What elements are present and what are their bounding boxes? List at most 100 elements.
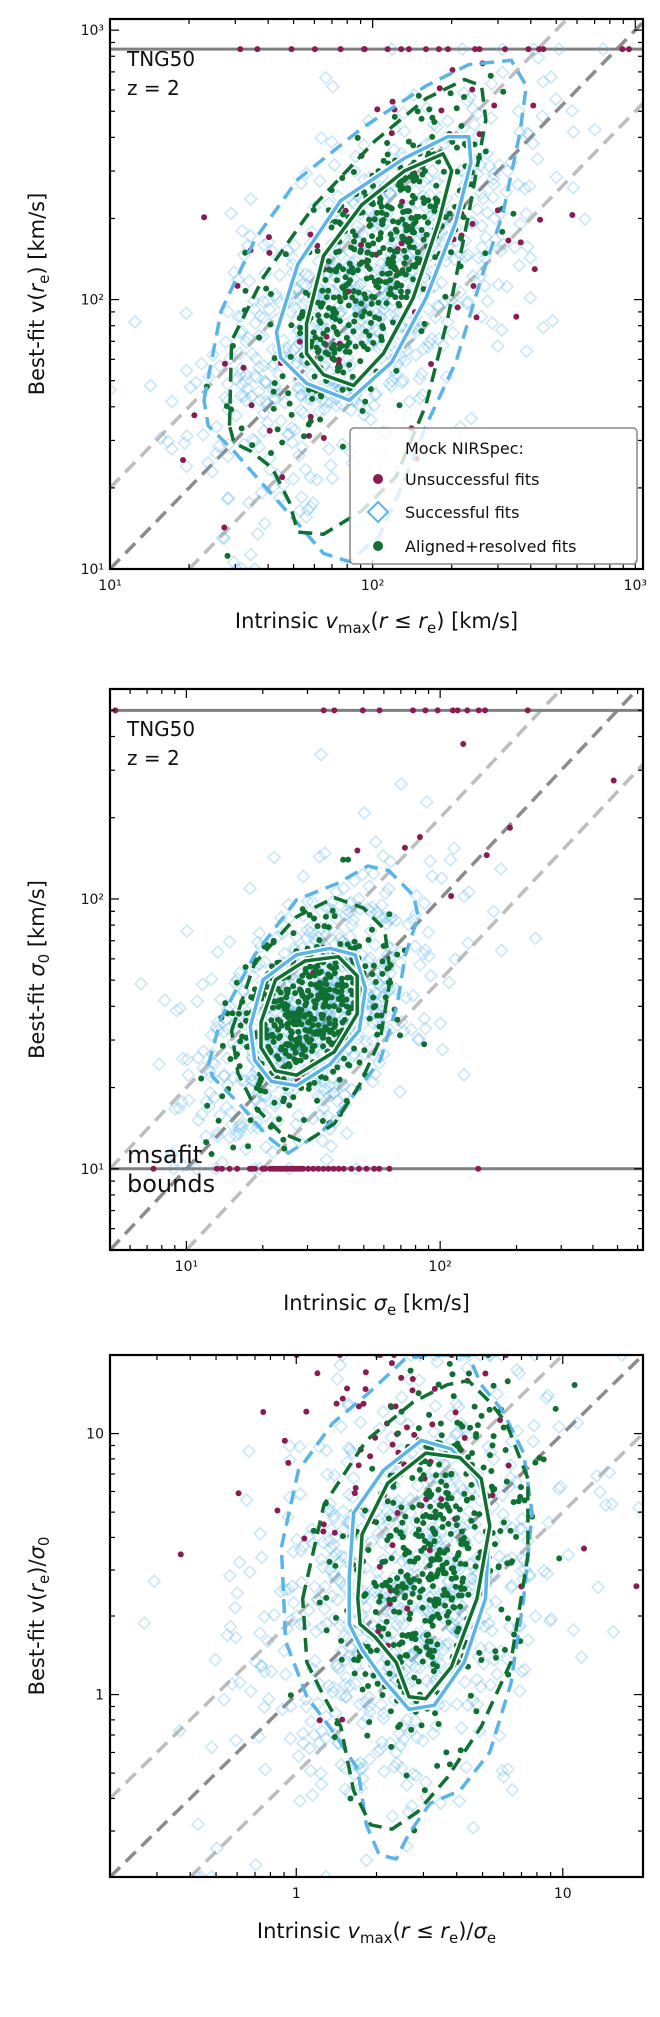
successful-fit-point	[242, 1564, 258, 1580]
successful-fit-point	[444, 1620, 460, 1635]
successful-fit-point	[190, 1869, 205, 1877]
aligned-resolved-point	[351, 318, 358, 325]
successful-fit-point	[282, 426, 297, 442]
successful-fit-point	[566, 124, 581, 140]
successful-fit-point	[370, 262, 386, 277]
successful-fit-point	[250, 1120, 265, 1136]
x-tick-label: 10¹	[98, 578, 121, 594]
successful-fit-point	[291, 1749, 306, 1764]
successful-fit-point	[220, 376, 235, 392]
label-segment: v	[325, 609, 338, 633]
unsuccessful-fit-point	[150, 1165, 157, 1172]
aligned-resolved-point	[320, 330, 327, 337]
successful-fit-point	[362, 950, 377, 966]
successful-fit-point	[365, 1033, 380, 1048]
successful-fit-point	[220, 491, 235, 506]
successful-fit-point	[403, 1505, 418, 1521]
aligned-resolved-point	[369, 251, 376, 258]
successful-fit-point	[382, 1508, 398, 1523]
successful-fit-point	[460, 296, 475, 311]
aligned-resolved-point	[358, 313, 365, 320]
aligned-resolved-point	[278, 1044, 285, 1051]
successful-fit-point	[317, 402, 332, 417]
aligned-resolved-point	[282, 251, 289, 258]
successful-fit-point	[232, 1123, 247, 1138]
successful-fit-point	[377, 1764, 392, 1779]
unsuccessful-fit-point	[320, 1521, 327, 1528]
aligned-resolved-point	[366, 216, 373, 223]
successful-fit-point	[320, 1467, 335, 1482]
aligned-resolved-point	[406, 1599, 413, 1606]
successful-fit-point	[503, 1471, 518, 1486]
successful-fit-point	[355, 1771, 371, 1786]
aligned-resolved-point	[424, 219, 431, 226]
aligned-resolved-point	[326, 1020, 333, 1027]
successful-fit-point	[428, 175, 444, 191]
aligned-resolved-point	[369, 233, 376, 240]
successful-fit-point	[379, 916, 394, 931]
successful-fit-point	[589, 1468, 604, 1484]
aligned-resolved-point	[468, 1481, 475, 1488]
aligned-resolved-point	[439, 1562, 446, 1569]
successful-fit-point	[411, 323, 426, 338]
aligned-resolved-point	[393, 367, 400, 374]
aligned-resolved-point	[403, 208, 410, 215]
unsuccessful-fit-point	[524, 707, 531, 714]
simulation-label: TNG50	[126, 717, 195, 741]
unsuccessful-fit-point	[505, 237, 512, 244]
y-tick-label: 10²	[81, 892, 104, 908]
successful-fit-point	[387, 1759, 402, 1775]
x-tick-label: 10²	[361, 578, 384, 594]
successful-fit-point	[408, 939, 423, 954]
aligned-resolved-point	[359, 408, 366, 415]
aligned-resolved-point	[312, 1004, 319, 1011]
aligned-resolved-point	[495, 1563, 502, 1570]
aligned-resolved-point	[425, 1631, 432, 1638]
successful-fit-point	[179, 363, 194, 378]
successful-fit-point	[294, 439, 310, 455]
aligned-resolved-point	[377, 230, 384, 237]
successful-fit-point	[417, 896, 432, 911]
successful-fit-point	[164, 394, 180, 409]
aligned-resolved-point	[448, 1495, 455, 1502]
successful-fit-point	[228, 1015, 243, 1030]
successful-fit-point	[409, 1730, 425, 1745]
legend-title: Mock NIRSpec:	[405, 439, 524, 458]
unsuccessful-fit-point	[513, 313, 520, 320]
aligned-resolved-point	[374, 1680, 381, 1687]
successful-fit-point	[365, 1074, 380, 1089]
legend-successful-marker	[366, 500, 390, 524]
aligned-resolved-point	[476, 1511, 483, 1518]
successful-fit-point	[220, 1628, 235, 1643]
unsuccessful-fit-point	[610, 777, 617, 784]
successful-fit-point	[234, 1119, 249, 1135]
successful-fit-point	[530, 151, 545, 167]
aligned-resolved-point	[331, 913, 338, 920]
successful-fit-point	[398, 353, 413, 369]
successful-fit-point	[395, 1617, 411, 1632]
successful-fit-point	[273, 386, 288, 402]
aligned-resolved-point	[374, 1012, 381, 1019]
successful-fit-point	[449, 1396, 464, 1411]
aligned-resolved-point	[372, 1609, 379, 1616]
unsuccessful-fit-point	[431, 1385, 438, 1392]
aligned-resolved-point	[323, 981, 330, 988]
aligned-resolved-point	[426, 1576, 433, 1583]
successful-fit-point	[341, 321, 356, 337]
unsuccessful-fit-point	[537, 216, 544, 223]
aligned-resolved-point	[343, 334, 350, 341]
label-segment: ) [km/s]	[436, 609, 518, 633]
aligned-resolved-point	[452, 1503, 459, 1510]
unsuccessful-fit-point	[403, 1424, 410, 1431]
aligned-resolved-point	[419, 1570, 426, 1577]
successful-fit-point	[313, 1766, 328, 1781]
successful-fit-point	[499, 279, 514, 294]
successful-fit-point	[469, 1672, 485, 1687]
successful-fit-point	[424, 331, 439, 346]
aligned-resolved-point	[378, 337, 385, 344]
aligned-resolved-point	[290, 1094, 297, 1101]
unsuccessful-fit-point	[310, 1165, 317, 1172]
aligned-resolved-point	[431, 207, 438, 214]
aligned-resolved-point	[230, 1144, 237, 1151]
successful-fit-point	[302, 268, 317, 283]
